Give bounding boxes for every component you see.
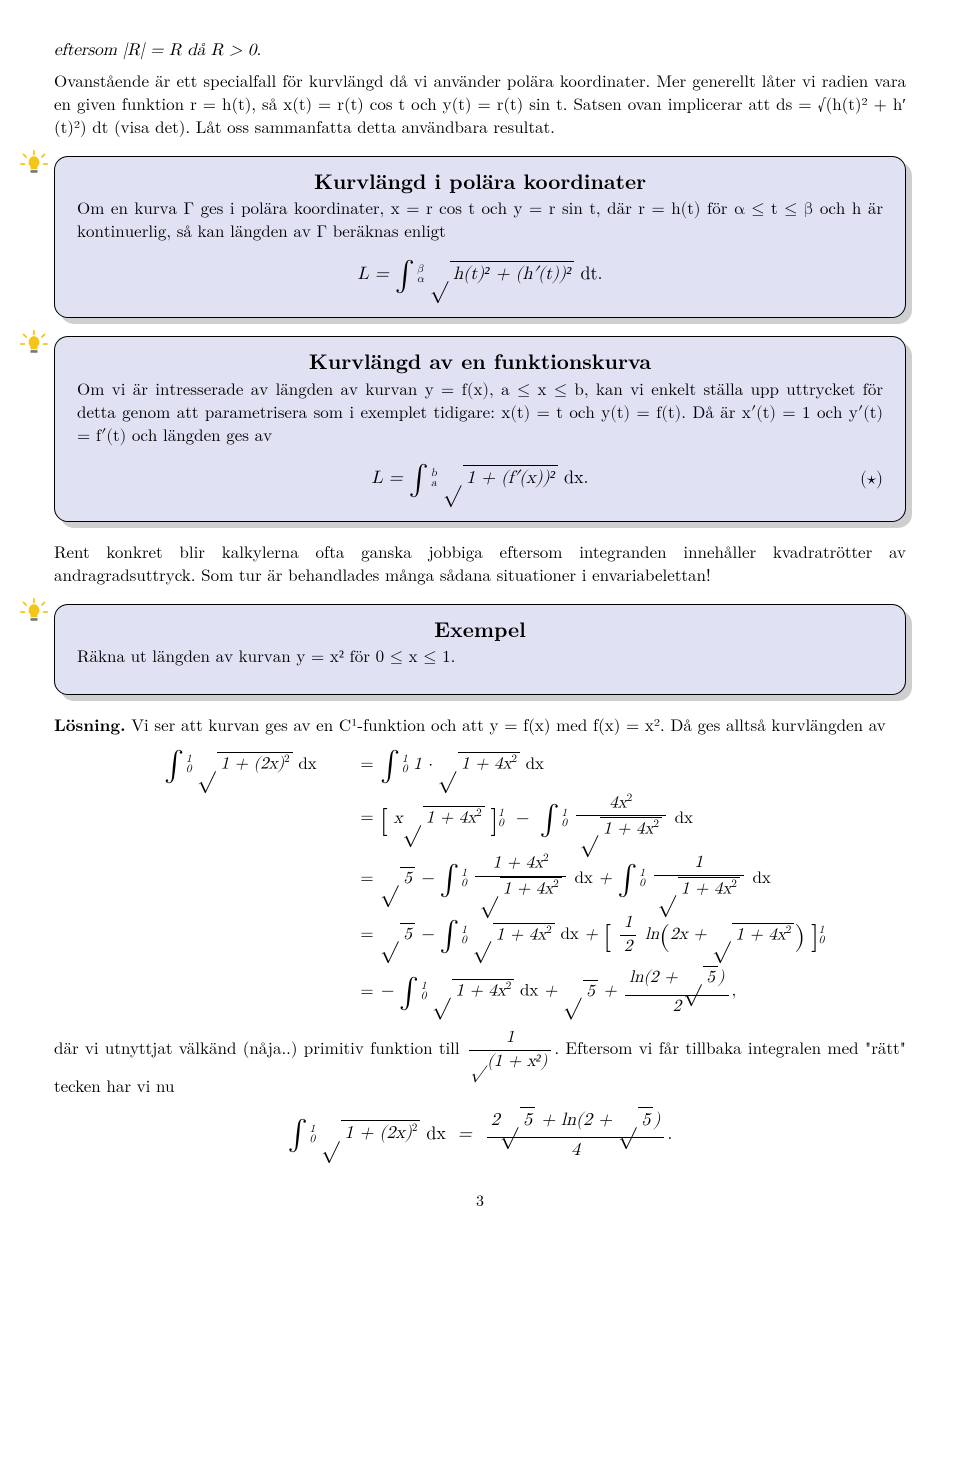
lightbulb-icon	[20, 330, 48, 358]
page-number: 3	[54, 1189, 906, 1211]
lightbulb-icon	[20, 598, 48, 626]
deriv-line-1: ∫10 √1 + (2x)2 dx = ∫10 1 · √1 + 4x2 dx	[164, 745, 906, 786]
mid-paragraph: Rent konkret blir kalkylerna ofta ganska…	[54, 540, 906, 586]
deriv-line-2: = [ x√1 + 4x2 ]10 − ∫10 4x2√1 + 4x2 dx	[164, 792, 906, 846]
tail-paragraph: där vi utnyttjat välkänd (nåja..) primit…	[54, 1027, 906, 1097]
box3-body: Räkna ut längden av kurvan y = x² för 0 …	[77, 647, 883, 670]
box1-body: Om en kurva Γ ges i polära koordinater, …	[77, 199, 883, 245]
box-function: Kurvlängd av en funktionskurva Om vi är …	[54, 336, 906, 522]
intro-line-1: eftersom |R| = R då R > 0.	[54, 40, 906, 63]
solution-lead: Lösning. Vi ser att kurvan ges av en C¹-…	[54, 713, 906, 737]
lightbulb-icon	[20, 150, 48, 178]
box-example: Exempel Räkna ut längden av kurvan y = x…	[54, 604, 906, 695]
intro-para: Ovanstående är ett specialfall för kurvl…	[54, 69, 906, 138]
box3-title: Exempel	[77, 615, 883, 643]
derivation: ∫10 √1 + (2x)2 dx = ∫10 1 · √1 + 4x2 dx …	[164, 745, 906, 1019]
box1-formula: L = ∫βα √h(t)² + (h′(t))² dt.	[77, 255, 883, 296]
box2-body: Om vi är intresserade av längden av kurv…	[77, 380, 883, 449]
box2-title: Kurvlängd av en funktionskurva	[77, 347, 883, 375]
box1-title: Kurvlängd i polära koordinater	[77, 167, 883, 195]
box2-formula: L = ∫ba √1 + (f′(x))² dx. (⋆)	[77, 459, 883, 500]
box-polar: Kurvlängd i polära koordinater Om en kur…	[54, 156, 906, 319]
solution-label: Lösning.	[54, 713, 126, 737]
deriv-line-5: = − ∫10 √1 + 4x2 dx + √5 + ln(2 + √5)2,	[164, 965, 906, 1019]
final-formula: ∫10 √1 + (2x)2 dx = 2√5 + ln(2 + √5)4.	[54, 1107, 906, 1163]
equation-tag: (⋆)	[860, 467, 883, 491]
deriv-line-4: = √5 − ∫10 √1 + 4x2 dx + [ 12 ln(2x + √1…	[164, 912, 906, 959]
deriv-line-3: = √5 − ∫10 1 + 4x2√1 + 4x2 dx + ∫10 1√1 …	[164, 852, 906, 906]
